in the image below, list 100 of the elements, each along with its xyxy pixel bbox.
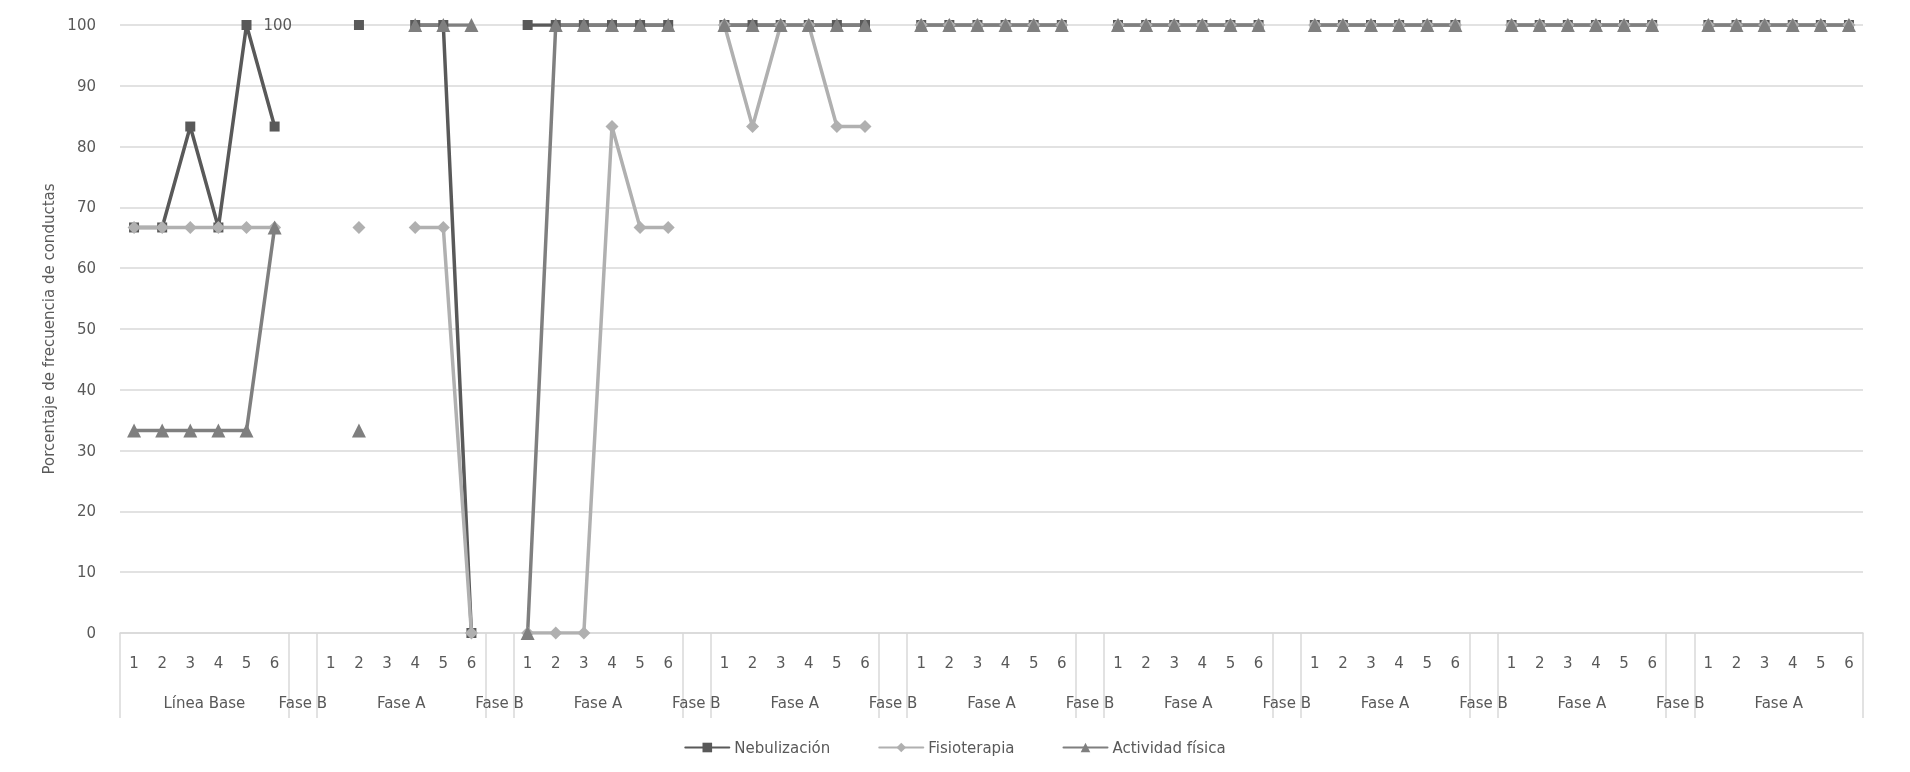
x-tick-label: 3 <box>579 653 589 672</box>
text: Fase A <box>1557 693 1607 712</box>
x-tick-label: 5 <box>1422 653 1433 672</box>
point <box>746 120 760 134</box>
x-tick-label: 3 <box>1366 653 1376 672</box>
x-tick-label: 2 <box>944 653 955 672</box>
point <box>633 220 647 234</box>
x-tick-label: 6 <box>1253 653 1264 672</box>
x-tick-label: 1 <box>719 653 730 672</box>
point <box>464 18 479 32</box>
point <box>352 220 366 234</box>
x-tick-label: 6 <box>1647 653 1657 672</box>
point <box>185 121 196 132</box>
y-tick-label: 60 <box>76 259 96 278</box>
point <box>155 423 170 438</box>
legend-label: Fisioterapia <box>928 738 1015 757</box>
x-tick-label: 5 <box>438 653 449 672</box>
text: Fase A <box>1360 693 1411 712</box>
text: Fase B <box>868 693 918 712</box>
x-tick-label: 1 <box>129 653 139 672</box>
x-tick-label: 6 <box>1450 653 1461 672</box>
x-tick-label: 5 <box>1619 653 1629 672</box>
legend-label: Nebulización <box>734 738 831 757</box>
point <box>436 220 450 234</box>
y-tick-label: 30 <box>76 441 96 460</box>
x-tick-label: 2 <box>157 653 167 672</box>
text: Fase B <box>278 693 328 712</box>
y-tick-label: 90 <box>76 76 96 95</box>
x-tick-label: 1 <box>326 653 336 672</box>
x-tick-label: 6 <box>860 653 870 672</box>
point <box>269 121 280 132</box>
point <box>661 220 675 234</box>
x-tick-label: 6 <box>269 653 280 672</box>
text: Fase B <box>672 693 721 712</box>
x-tick-label: 6 <box>1844 653 1854 672</box>
x-tick-label: 3 <box>972 653 983 672</box>
y-tick-label: 50 <box>76 320 96 338</box>
x-tick-label: 1 <box>1113 653 1123 672</box>
point <box>858 120 872 134</box>
point <box>522 20 533 30</box>
x-tick-label: 1 <box>1310 653 1320 672</box>
point <box>830 120 844 134</box>
x-tick-label: 6 <box>466 653 477 672</box>
text: Fase A <box>1164 693 1214 712</box>
x-tick-label: 4 <box>1394 653 1404 672</box>
point <box>408 220 422 234</box>
x-tick-label: 4 <box>1000 653 1011 672</box>
y-tick-label: 70 <box>76 198 96 217</box>
x-tick-label: 4 <box>410 653 420 672</box>
x-tick-label: 4 <box>803 653 814 672</box>
point <box>183 423 198 438</box>
text: Fase B <box>1655 693 1705 712</box>
text: Línea Base <box>163 693 246 712</box>
legend-label: Actividad física <box>1112 738 1226 757</box>
point <box>353 20 364 30</box>
text: Fase B <box>1459 693 1508 712</box>
x-tick-label: 1 <box>1506 653 1517 672</box>
text: Fase B <box>475 693 524 712</box>
x-tick-label: 1 <box>522 653 533 672</box>
x-tick-label: 2 <box>747 653 758 672</box>
x-tick-label: 3 <box>1759 653 1770 672</box>
x-tick-label: 4 <box>607 653 617 672</box>
x-tick-label: 3 <box>382 653 392 672</box>
x-tick-label: 3 <box>1563 653 1573 672</box>
point <box>240 220 254 234</box>
text: Fase B <box>1065 693 1115 712</box>
x-tick-label: 3 <box>775 653 786 672</box>
x-tick-label: 2 <box>354 653 364 672</box>
x-tick-label: 3 <box>185 653 196 672</box>
point <box>577 626 591 640</box>
data-label: 100 <box>263 16 293 34</box>
text: Fase A <box>376 693 427 712</box>
x-tick-label: 2 <box>550 653 561 672</box>
y-tick-label: 40 <box>76 380 96 399</box>
y-tick-label: 20 <box>76 502 96 521</box>
x-tick-label: 2 <box>1534 653 1545 672</box>
x-tick-label: 6 <box>1057 653 1067 672</box>
y-tick-label: 100 <box>67 16 96 34</box>
text: Fase A <box>1754 693 1804 712</box>
y-tick-label: 80 <box>76 137 96 156</box>
x-tick-label: 5 <box>1225 653 1236 672</box>
point <box>241 20 252 30</box>
point <box>351 423 366 438</box>
x-tick-label: 2 <box>1731 653 1742 672</box>
y-tick-label: 0 <box>86 624 96 642</box>
x-tick-label: 1 <box>916 653 926 672</box>
x-tick-label: 4 <box>1787 653 1798 672</box>
point <box>549 626 563 640</box>
x-tick-label: 3 <box>1169 653 1180 672</box>
point <box>183 220 197 234</box>
point <box>239 423 254 438</box>
text: Fase A <box>573 693 623 712</box>
x-tick-label: 5 <box>1816 653 1826 672</box>
x-tick-label: 5 <box>635 653 645 672</box>
x-tick-label: 4 <box>1591 653 1601 672</box>
x-tick-label: 1 <box>1703 653 1714 672</box>
y-axis-title: Porcentaje de frecuencia de conductas <box>39 183 58 475</box>
x-tick-label: 5 <box>1028 653 1039 672</box>
text: Fase A <box>770 693 820 712</box>
x-tick-label: 5 <box>241 653 252 672</box>
